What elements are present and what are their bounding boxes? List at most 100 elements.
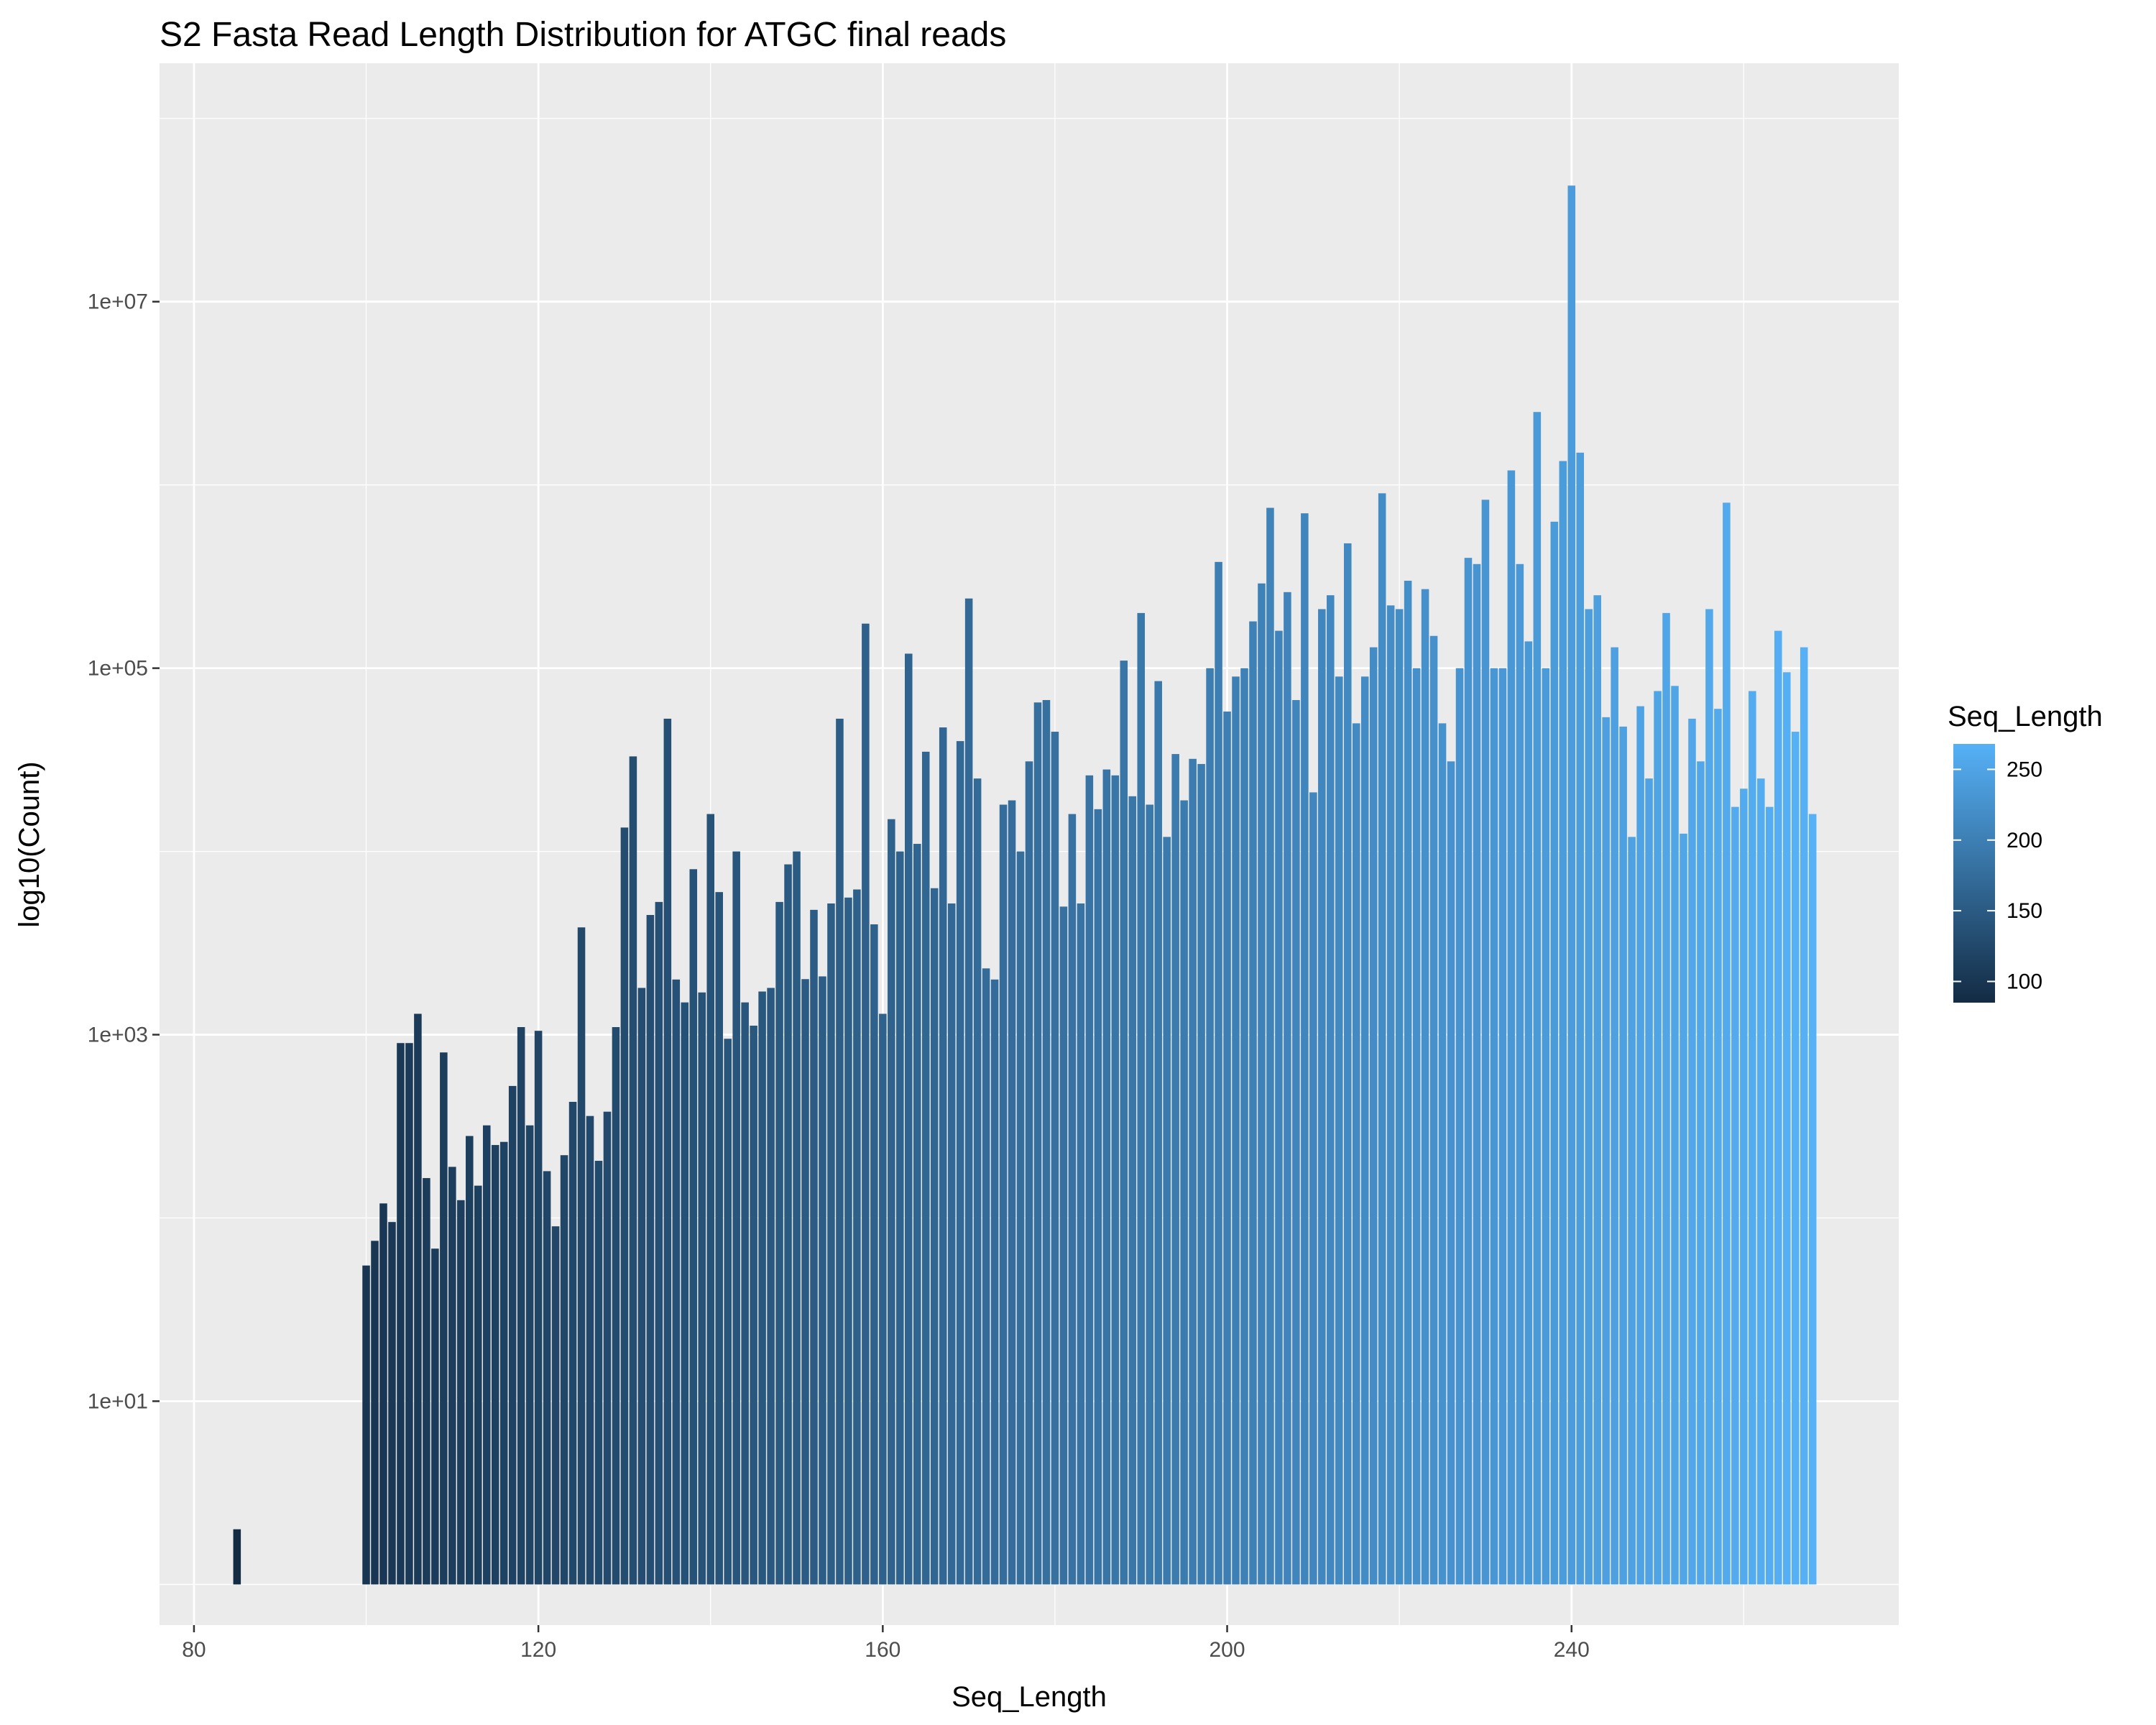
bar-seq-length-179 bbox=[1042, 699, 1051, 1585]
axes: 80 120 160 200 240 1e+01 1e+03 1e+05 1e+07 bbox=[88, 290, 1590, 1662]
bar-seq-length-163 bbox=[905, 653, 913, 1585]
y-tick-label: 1e+05 bbox=[88, 657, 148, 681]
bar-seq-length-195 bbox=[1180, 800, 1188, 1585]
bar-seq-length-111 bbox=[457, 1200, 465, 1585]
bar-seq-length-193 bbox=[1163, 837, 1171, 1585]
bar-seq-length-252 bbox=[1671, 686, 1679, 1585]
bar-seq-length-146 bbox=[758, 991, 766, 1585]
bar-seq-length-149 bbox=[784, 864, 792, 1585]
bar-seq-length-203 bbox=[1249, 621, 1257, 1585]
bar-seq-length-212 bbox=[1327, 595, 1335, 1585]
bar-seq-length-261 bbox=[1749, 691, 1756, 1585]
bar-seq-length-138 bbox=[689, 869, 698, 1585]
bar-seq-length-137 bbox=[681, 1002, 689, 1585]
bar-seq-length-183 bbox=[1077, 903, 1085, 1585]
bar-seq-length-246 bbox=[1619, 726, 1627, 1585]
bar-seq-length-257 bbox=[1714, 709, 1722, 1585]
bar-seq-length-207 bbox=[1284, 592, 1291, 1585]
bar-seq-length-104 bbox=[397, 1043, 405, 1585]
y-tick-label: 1e+03 bbox=[88, 1024, 148, 1047]
bar-seq-length-136 bbox=[672, 979, 681, 1585]
bar-seq-length-205 bbox=[1266, 507, 1274, 1585]
bar-seq-length-250 bbox=[1654, 691, 1662, 1585]
bar-seq-length-130 bbox=[620, 827, 629, 1585]
bar-seq-length-122 bbox=[551, 1226, 560, 1585]
bar-seq-length-196 bbox=[1189, 758, 1197, 1585]
bar-seq-length-267 bbox=[1800, 647, 1808, 1585]
bar-seq-length-168 bbox=[947, 903, 956, 1585]
legend-colorbar bbox=[1953, 744, 1995, 1003]
bar-seq-length-201 bbox=[1232, 676, 1240, 1585]
bar-seq-length-197 bbox=[1197, 763, 1205, 1585]
bar-seq-length-106 bbox=[414, 1013, 422, 1585]
legend-break-label: 150 bbox=[2007, 899, 2042, 923]
bar-seq-length-263 bbox=[1766, 806, 1774, 1585]
bar-seq-length-264 bbox=[1774, 630, 1782, 1585]
bar-seq-length-255 bbox=[1697, 761, 1705, 1585]
bar-seq-length-155 bbox=[836, 718, 844, 1585]
bar-seq-length-116 bbox=[499, 1141, 508, 1585]
bar-seq-length-158 bbox=[862, 623, 870, 1585]
bar-seq-length-129 bbox=[612, 1027, 620, 1585]
bar-seq-length-209 bbox=[1301, 513, 1309, 1585]
legend-break-label: 100 bbox=[2007, 970, 2042, 993]
bar-seq-length-253 bbox=[1680, 833, 1687, 1585]
bar-seq-length-164 bbox=[913, 844, 921, 1585]
x-tick-label: 120 bbox=[520, 1638, 556, 1662]
bar-seq-length-247 bbox=[1628, 837, 1636, 1585]
bar-seq-length-109 bbox=[440, 1052, 448, 1585]
bar-seq-length-245 bbox=[1611, 647, 1618, 1585]
bar-seq-length-85 bbox=[233, 1529, 241, 1585]
bar-seq-length-154 bbox=[827, 903, 835, 1585]
bar-seq-length-228 bbox=[1464, 558, 1473, 1585]
bar-seq-length-206 bbox=[1275, 630, 1283, 1585]
bar-seq-length-173 bbox=[990, 979, 999, 1585]
x-tick-label: 240 bbox=[1554, 1638, 1590, 1662]
bar-seq-length-194 bbox=[1171, 754, 1179, 1585]
bar-seq-length-202 bbox=[1240, 668, 1248, 1585]
bar-seq-length-229 bbox=[1473, 564, 1481, 1585]
bar-seq-length-147 bbox=[767, 988, 775, 1585]
bar-seq-length-237 bbox=[1542, 668, 1550, 1585]
bars bbox=[233, 185, 1817, 1585]
bar-seq-length-135 bbox=[663, 718, 672, 1585]
bar-seq-length-105 bbox=[405, 1043, 413, 1585]
bar-seq-length-123 bbox=[560, 1155, 568, 1585]
bar-seq-length-160 bbox=[879, 1013, 887, 1585]
bar-seq-length-131 bbox=[629, 756, 637, 1585]
bar-seq-length-178 bbox=[1033, 702, 1042, 1585]
legend: Seq_Length 100 150 200 250 bbox=[1948, 701, 2103, 1003]
bar-seq-length-239 bbox=[1559, 461, 1567, 1585]
bar-seq-length-148 bbox=[775, 901, 783, 1585]
bar-seq-length-121 bbox=[543, 1171, 551, 1585]
bar-seq-length-217 bbox=[1369, 647, 1378, 1585]
bar-seq-length-232 bbox=[1498, 668, 1507, 1585]
bar-seq-length-176 bbox=[1016, 851, 1025, 1585]
bar-seq-length-177 bbox=[1025, 761, 1033, 1585]
bar-seq-length-266 bbox=[1791, 732, 1800, 1585]
bar-seq-length-192 bbox=[1154, 681, 1162, 1585]
bar-seq-length-213 bbox=[1335, 676, 1343, 1585]
bar-seq-length-172 bbox=[982, 968, 990, 1585]
x-tick-label: 160 bbox=[865, 1638, 900, 1662]
bar-seq-length-165 bbox=[921, 751, 930, 1585]
bar-seq-length-102 bbox=[379, 1203, 387, 1585]
bar-seq-length-231 bbox=[1490, 668, 1498, 1585]
bar-seq-length-235 bbox=[1524, 641, 1533, 1585]
bar-seq-length-218 bbox=[1378, 493, 1386, 1585]
bar-seq-length-200 bbox=[1223, 711, 1231, 1585]
bar-seq-length-259 bbox=[1731, 806, 1739, 1585]
bar-seq-length-234 bbox=[1516, 564, 1524, 1585]
bar-seq-length-187 bbox=[1111, 775, 1120, 1585]
bar-seq-length-132 bbox=[637, 988, 646, 1585]
bar-seq-length-251 bbox=[1662, 612, 1670, 1585]
bar-seq-length-242 bbox=[1585, 609, 1593, 1585]
bar-seq-length-167 bbox=[939, 727, 947, 1585]
y-axis-title: log10(Count) bbox=[14, 761, 45, 927]
bar-seq-length-156 bbox=[844, 897, 852, 1585]
bar-seq-length-175 bbox=[1008, 800, 1016, 1585]
bar-seq-length-248 bbox=[1636, 706, 1644, 1585]
bar-seq-length-117 bbox=[508, 1085, 517, 1585]
bar-seq-length-126 bbox=[586, 1116, 594, 1585]
bar-seq-length-181 bbox=[1059, 906, 1068, 1585]
